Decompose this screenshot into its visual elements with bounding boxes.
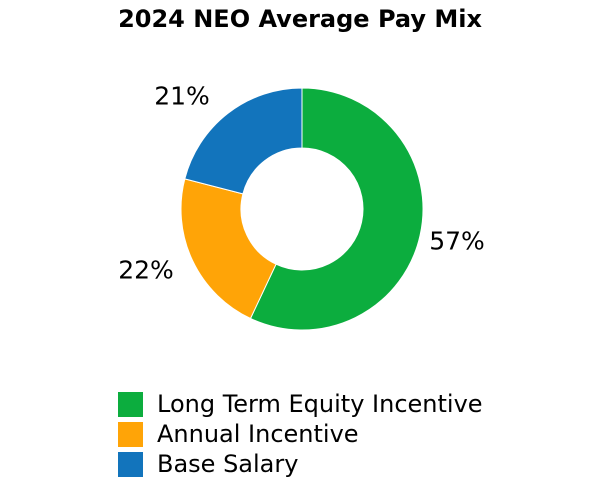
legend-item: Base Salary [118, 451, 483, 477]
legend-item: Long Term Equity Incentive [118, 391, 483, 417]
donut-slice-long-term-equity-incentive [249, 87, 424, 331]
donut-slice-annual-incentive [180, 178, 277, 320]
legend-label: Base Salary [157, 450, 299, 478]
chart-legend: Long Term Equity Incentive Annual Incenti… [118, 391, 483, 477]
legend-swatch-icon [118, 451, 143, 477]
slice-percent-label: 22% [118, 256, 174, 285]
chart-title: 2024 NEO Average Pay Mix [118, 5, 482, 33]
legend-item: Annual Incentive [118, 421, 483, 447]
donut-slices [180, 87, 424, 331]
legend-swatch-icon [118, 421, 143, 447]
legend-swatch-icon [118, 391, 143, 417]
legend-label: Long Term Equity Incentive [157, 390, 483, 418]
legend-label: Annual Incentive [157, 420, 359, 448]
slice-percent-label: 21% [154, 82, 210, 111]
donut-slice-labels: 57% 22% 21% [118, 82, 485, 285]
slice-percent-label: 57% [429, 227, 485, 256]
donut-slice-base-salary [184, 87, 303, 195]
